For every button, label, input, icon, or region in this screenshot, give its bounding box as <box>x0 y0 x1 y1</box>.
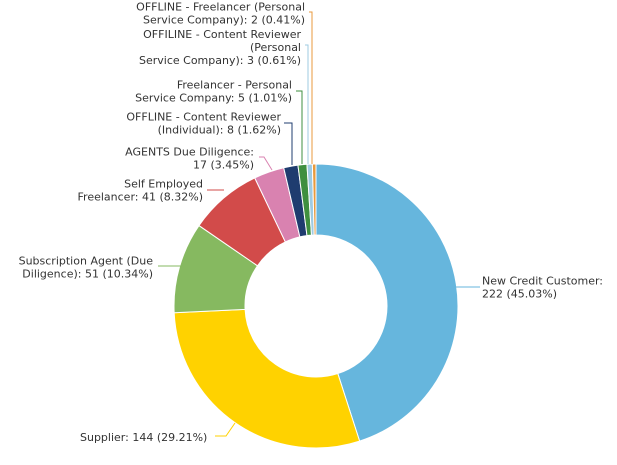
slice-label-3: Subscription Agent (Due Diligence): 51 (1… <box>19 255 154 281</box>
slice-label-4: Self Employed Freelancer: 41 (8.32%) <box>78 178 203 204</box>
slice-label-line: OFFLINE - Freelancer (Personal <box>136 1 305 14</box>
slice-label-line: 17 (3.45%) <box>193 159 254 172</box>
label-leaders <box>158 11 480 437</box>
slice-9[interactable] <box>311 163 317 236</box>
slice-label-line: OFFLINE - Content Reviewer <box>126 111 281 124</box>
donut-slices <box>173 163 459 449</box>
slice-labels: New Credit Customer: 222 (45.03%) Supplier… <box>19 1 603 445</box>
slice-label-2: Supplier: 144 (29.21%) <box>80 431 207 444</box>
slice-label-line: Service Company: 5 (1.01%) <box>135 92 292 105</box>
slice-label-line: AGENTS Due Diligence: <box>125 146 254 159</box>
slice-label-line: Diligence): 51 (10.34%) <box>22 268 153 281</box>
slice-1[interactable] <box>315 163 459 442</box>
leader-line-5 <box>259 156 273 171</box>
slice-label-line: (Personal <box>250 41 301 54</box>
leader-line-9 <box>309 11 313 164</box>
slice-label-line: Self Employed <box>124 178 203 191</box>
slice-label-line: Supplier: 144 (29.21%) <box>80 431 207 444</box>
slice-label-7: Freelancer - Personal Service Company: 5 … <box>135 79 292 105</box>
leader-line-8 <box>305 44 309 164</box>
slice-label-line: Service Company): 3 (0.61%) <box>139 54 301 67</box>
slice-label-line: Service Company): 2 (0.41%) <box>143 14 305 27</box>
slice-label-line: Subscription Agent (Due <box>19 255 154 268</box>
slice-2[interactable] <box>173 308 361 449</box>
slice-label-6: OFFLINE - Content Reviewer (Individual): … <box>126 111 281 137</box>
leader-line-6 <box>284 122 293 165</box>
slice-label-8: OFFILINE - Content Reviewer (Personal Serv… <box>139 28 301 67</box>
slice-label-line: (Individual): 8 (1.62%) <box>158 124 281 137</box>
leader-line-2 <box>215 422 236 437</box>
slice-label-line: Freelancer - Personal <box>177 79 292 92</box>
slice-label-9: OFFLINE - Freelancer (Personal Service Co… <box>136 1 305 27</box>
slice-label-5: AGENTS Due Diligence: 17 (3.45%) <box>125 146 254 172</box>
leader-line-7 <box>296 90 303 164</box>
slice-label-line: OFFILINE - Content Reviewer <box>143 28 301 41</box>
slice-label-line: Freelancer: 41 (8.32%) <box>78 191 203 204</box>
slice-label-1: New Credit Customer: 222 (45.03%) <box>482 275 603 301</box>
slice-label-line: 222 (45.03%) <box>482 288 557 301</box>
slice-label-line: New Credit Customer: <box>482 275 603 288</box>
